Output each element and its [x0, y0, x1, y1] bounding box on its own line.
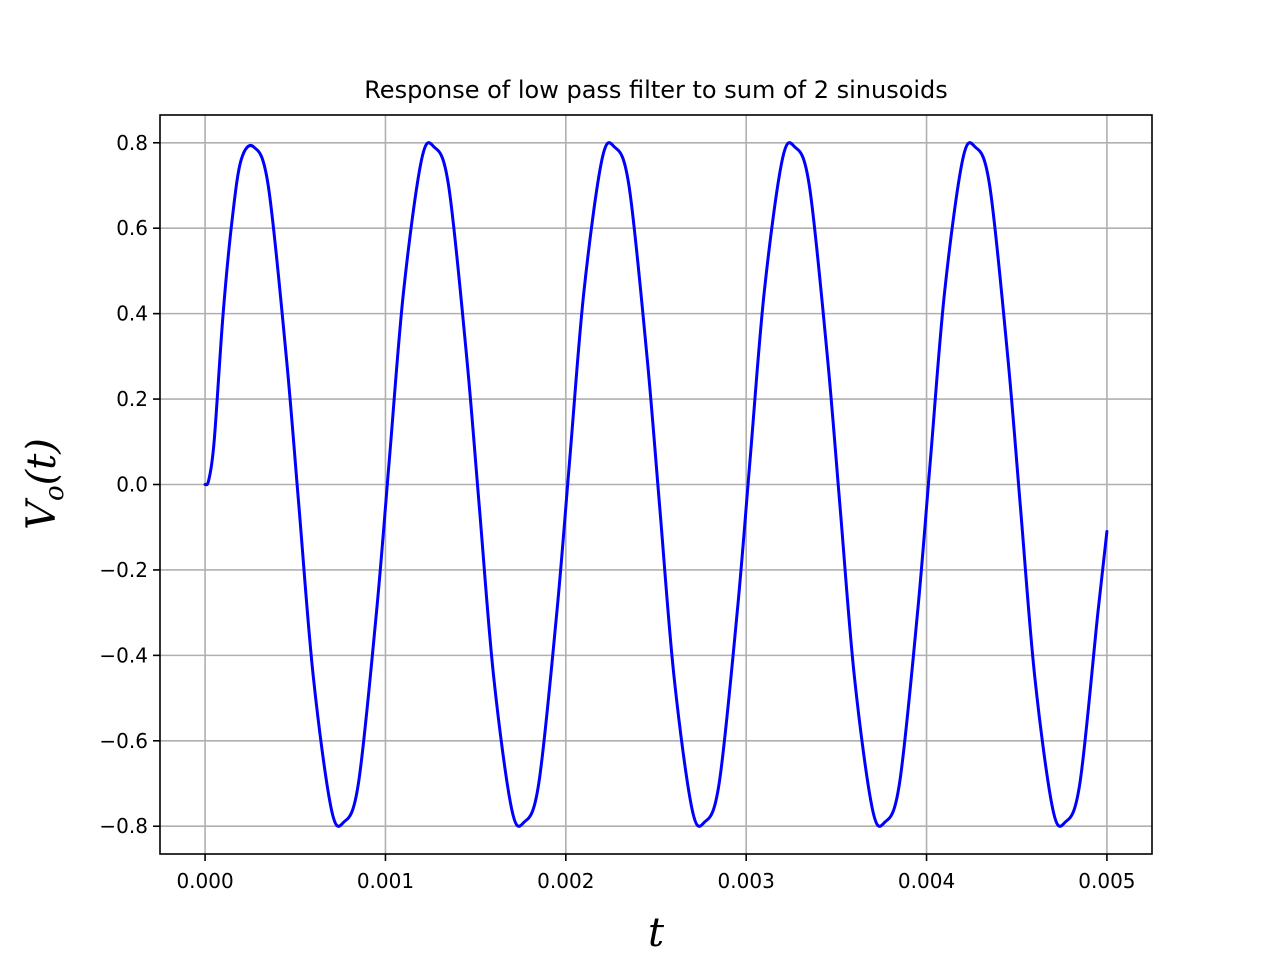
y-tick-label: 0.0 — [116, 473, 148, 497]
x-axis-label: t — [648, 910, 665, 956]
y-tick-label: −0.4 — [99, 643, 148, 667]
y-tick-label: −0.2 — [99, 558, 148, 582]
x-tick-label: 0.000 — [176, 869, 233, 893]
y-tick-label: 0.6 — [116, 216, 148, 240]
x-tick-label: 0.001 — [357, 869, 414, 893]
ticks: 0.000 0.001 0.002 0.003 0.004 0.005 0.8 0.6 0.4 0… — [99, 131, 1135, 893]
y-axis-label-main: V — [19, 497, 65, 530]
y-tick-label: 0.4 — [116, 302, 148, 326]
x-tick-label: 0.005 — [1078, 869, 1135, 893]
y-axis-label-arg: (t) — [19, 438, 65, 485]
y-tick-label: 0.8 — [116, 131, 148, 155]
y-axis-label: Vo(t) — [19, 438, 70, 530]
y-axis-label-sub: o — [40, 485, 70, 501]
series-line — [203, 141, 1109, 828]
x-tick-label: 0.004 — [898, 869, 955, 893]
y-tick-label: 0.2 — [116, 387, 148, 411]
x-tick-label: 0.002 — [537, 869, 594, 893]
chart-title: Response of low pass filter to sum of 2 … — [364, 76, 948, 104]
grid — [160, 115, 1152, 854]
y-tick-label: −0.8 — [99, 814, 148, 838]
y-tick-label: −0.6 — [99, 729, 148, 753]
series-layer — [203, 141, 1109, 828]
x-tick-label: 0.003 — [718, 869, 775, 893]
